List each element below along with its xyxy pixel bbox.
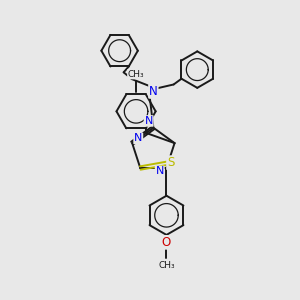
Text: N: N: [149, 85, 158, 98]
Text: N: N: [145, 116, 153, 126]
Text: S: S: [167, 156, 174, 169]
Text: N: N: [134, 134, 142, 143]
Text: CH₃: CH₃: [128, 70, 144, 79]
Text: CH₃: CH₃: [158, 262, 175, 271]
Text: N: N: [155, 167, 164, 176]
Text: O: O: [162, 236, 171, 249]
